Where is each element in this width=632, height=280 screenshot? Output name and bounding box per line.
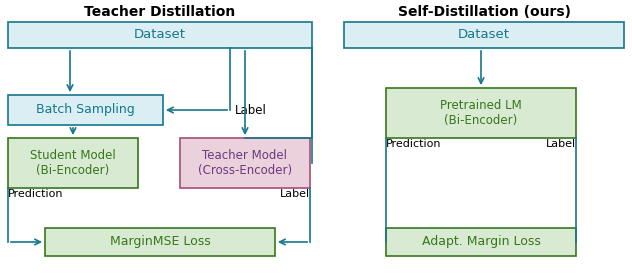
Bar: [344, 22, 624, 48]
Bar: [386, 228, 576, 256]
Bar: [180, 138, 310, 188]
Text: Dataset: Dataset: [134, 29, 186, 41]
Text: Teacher Model
(Cross-Encoder): Teacher Model (Cross-Encoder): [198, 149, 292, 177]
Bar: [386, 88, 576, 138]
Bar: [8, 138, 138, 188]
Text: Dataset: Dataset: [458, 29, 510, 41]
Bar: [45, 228, 275, 256]
Text: MarginMSE Loss: MarginMSE Loss: [109, 235, 210, 249]
Text: Student Model
(Bi-Encoder): Student Model (Bi-Encoder): [30, 149, 116, 177]
Text: Pretrained LM
(Bi-Encoder): Pretrained LM (Bi-Encoder): [440, 99, 522, 127]
Text: Self-Distillation (ours): Self-Distillation (ours): [398, 5, 571, 19]
Text: Adapt. Margin Loss: Adapt. Margin Loss: [422, 235, 540, 249]
Text: Batch Sampling: Batch Sampling: [36, 104, 135, 116]
Bar: [8, 22, 312, 48]
Text: Prediction: Prediction: [8, 189, 63, 199]
Text: Teacher Distillation: Teacher Distillation: [85, 5, 236, 19]
Text: Label: Label: [235, 104, 267, 116]
Bar: [8, 95, 163, 125]
Text: Prediction: Prediction: [386, 139, 442, 149]
Text: Label: Label: [280, 189, 310, 199]
Text: Label: Label: [546, 139, 576, 149]
